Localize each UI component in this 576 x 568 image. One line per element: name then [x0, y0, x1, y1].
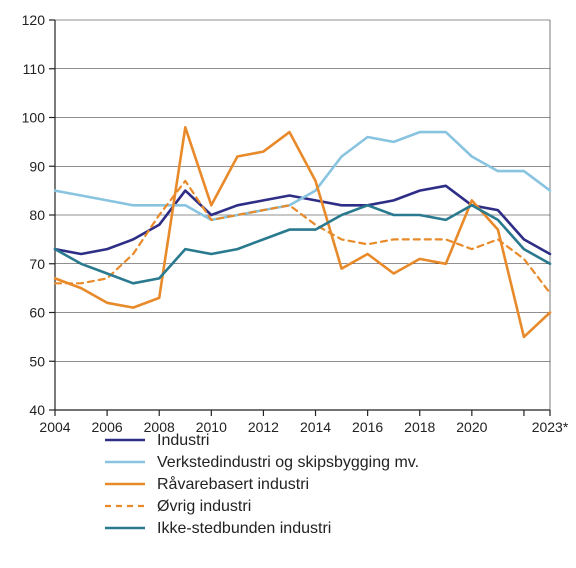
x-tick-label: 2006 — [92, 419, 123, 435]
legend-label: Verkstedindustri og skipsbygging mv. — [157, 454, 419, 471]
y-tick-label: 50 — [29, 353, 45, 369]
y-tick-label: 100 — [22, 110, 46, 126]
y-tick-label: 90 — [29, 158, 45, 174]
y-tick-label: 70 — [29, 256, 45, 272]
y-tick-label: 120 — [22, 12, 46, 28]
x-tick-label: 2016 — [352, 419, 383, 435]
legend-label: Industri — [157, 432, 209, 449]
line-chart: 4050607080901001101202004200620082010201… — [0, 0, 576, 568]
legend-label: Ikke-stedbunden industri — [157, 520, 331, 537]
x-tick-label: 2023* — [532, 419, 569, 435]
x-tick-label: 2004 — [39, 419, 70, 435]
x-tick-label: 2012 — [248, 419, 279, 435]
y-tick-label: 40 — [29, 402, 45, 418]
y-tick-label: 110 — [23, 61, 46, 77]
legend-label: Øvrig industri — [157, 498, 251, 515]
chart-svg: 4050607080901001101202004200620082010201… — [0, 0, 576, 568]
x-tick-label: 2020 — [456, 419, 487, 435]
y-tick-label: 80 — [29, 207, 45, 223]
y-tick-label: 60 — [29, 305, 45, 321]
legend-label: Råvarebasert industri — [157, 475, 309, 493]
x-tick-label: 2014 — [300, 419, 331, 435]
x-tick-label: 2018 — [404, 419, 435, 435]
